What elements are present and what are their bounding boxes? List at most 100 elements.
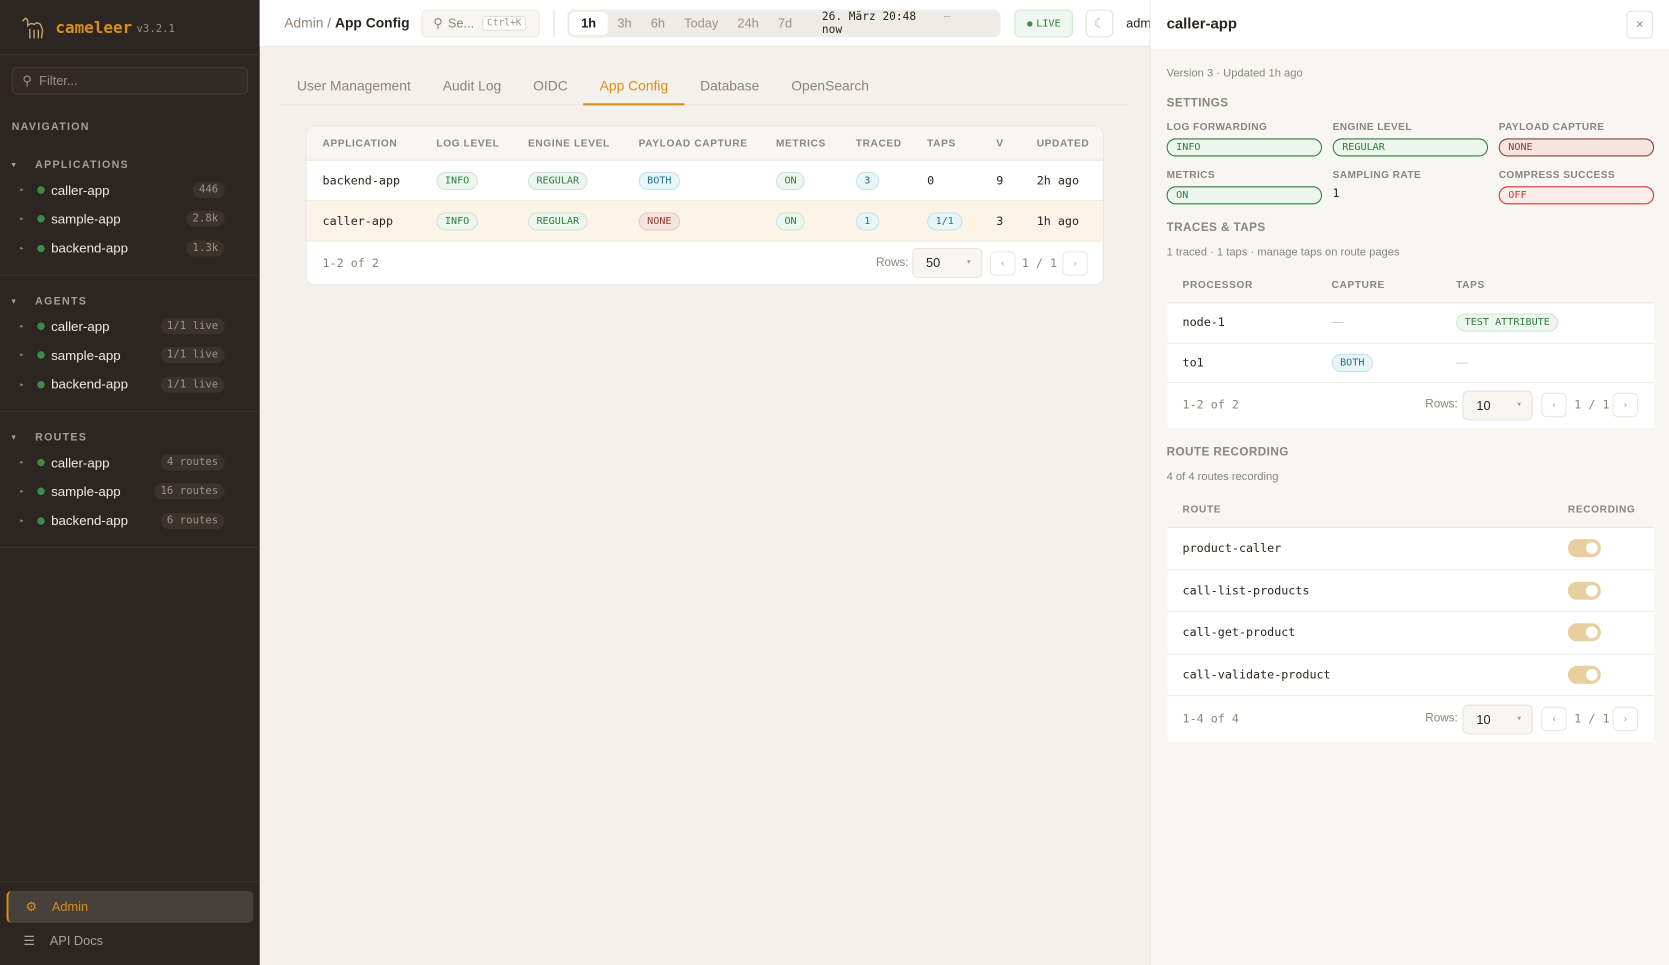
- column-header[interactable]: V: [996, 137, 1004, 150]
- prev-page-button[interactable]: ‹: [1541, 706, 1567, 732]
- rows-per-page-select[interactable]: 10 ▾: [1462, 704, 1533, 735]
- sidebar-item-sample-app[interactable]: ▸ sample-app 1/1 live: [0, 341, 260, 370]
- nav-label: NAVIGATION: [11, 121, 90, 134]
- rows-per-page-select[interactable]: 10 ▾: [1462, 390, 1533, 421]
- recording-toggle[interactable]: [1567, 539, 1601, 558]
- column-header[interactable]: TRACED: [855, 137, 902, 150]
- date-range-picker[interactable]: 26. März 20:48 — now: [808, 11, 1000, 37]
- recording-toggle[interactable]: [1567, 665, 1601, 684]
- date-to: now: [821, 23, 843, 37]
- rows-label: Rows:: [1425, 712, 1458, 725]
- log-forwarding-value[interactable]: INFO: [1166, 138, 1322, 157]
- divider: [0, 881, 260, 883]
- item-badge: 16 routes: [154, 483, 225, 500]
- breadcrumb-admin[interactable]: Admin: [284, 14, 324, 31]
- item-badge: 4 routes: [160, 454, 225, 471]
- sidebar-item-backend-app[interactable]: ▸ backend-app 1.3k: [0, 234, 260, 263]
- section-title: APPLICATIONS: [35, 159, 129, 171]
- caret-right-icon[interactable]: ▸: [20, 518, 24, 525]
- column-header[interactable]: TAPS: [927, 137, 956, 150]
- traces-meta: 1 traced · 1 taps · manage taps on route…: [1166, 245, 1400, 259]
- range-7d[interactable]: 7d: [777, 15, 793, 31]
- rows-value: 10: [1476, 398, 1491, 413]
- column-header[interactable]: UPDATED: [1036, 137, 1090, 150]
- metrics-value[interactable]: ON: [1166, 186, 1322, 205]
- sidebar-item-caller-app[interactable]: ▸ caller-app 1/1 live: [0, 312, 260, 341]
- rows-label: Rows:: [876, 256, 909, 270]
- compress-success-value[interactable]: OFF: [1498, 186, 1655, 205]
- sidebar-item-backend-app[interactable]: ▸ backend-app 6 routes: [0, 506, 260, 535]
- item-label: backend-app: [51, 240, 129, 256]
- user-menu[interactable]: adm: [1126, 15, 1151, 31]
- sidebar-item-sample-app[interactable]: ▸ sample-app 2.8k: [0, 205, 260, 234]
- sidebar-item-caller-app[interactable]: ▸ caller-app 446: [0, 176, 260, 205]
- sidebar-item-backend-app[interactable]: ▸ backend-app 1/1 live: [0, 370, 260, 399]
- item-badge: 1/1 live: [160, 347, 225, 364]
- close-icon[interactable]: ×: [1626, 10, 1654, 39]
- prev-page-button[interactable]: ‹: [1541, 392, 1567, 418]
- theme-toggle-moon-icon[interactable]: ☾: [1085, 9, 1114, 38]
- toggle-knob: [1585, 626, 1598, 639]
- next-page-button[interactable]: ›: [1612, 392, 1639, 418]
- tab-audit-log[interactable]: Audit Log: [442, 77, 502, 94]
- tab-oidc[interactable]: OIDC: [533, 77, 568, 94]
- range-24h[interactable]: 24h: [737, 15, 759, 31]
- range-Today[interactable]: Today: [684, 15, 719, 31]
- cell-updated: 2h ago: [1036, 173, 1080, 188]
- caret-right-icon[interactable]: ▸: [20, 245, 24, 252]
- caret-right-icon[interactable]: ▸: [20, 216, 24, 223]
- caret-right-icon[interactable]: ▸: [20, 381, 24, 389]
- column-header[interactable]: PAYLOAD CAPTURE: [638, 137, 748, 150]
- sidebar-item-api-docs[interactable]: ☰ API Docs: [6, 925, 253, 957]
- recording-toggle[interactable]: [1567, 623, 1601, 642]
- sidebar-filter-input[interactable]: ⚲ Filter...: [11, 67, 249, 95]
- filter-placeholder: Filter...: [39, 73, 78, 89]
- table-row[interactable]: node-1 — TEST ATTRIBUTE: [1167, 303, 1655, 344]
- section-toggle[interactable]: ▾ AGENTS: [0, 291, 260, 312]
- column-header[interactable]: APPLICATION: [322, 137, 398, 150]
- tab-user-management[interactable]: User Management: [296, 77, 411, 94]
- search-button[interactable]: ⚲ Se... Ctrl+K: [421, 9, 540, 38]
- item-label: backend-app: [51, 513, 129, 529]
- sidebar-item-caller-app[interactable]: ▸ caller-app 4 routes: [0, 448, 260, 477]
- tab-opensearch[interactable]: OpenSearch: [791, 77, 869, 94]
- section-toggle[interactable]: ▾ APPLICATIONS: [0, 154, 260, 175]
- recording-toggle[interactable]: [1567, 581, 1601, 600]
- range-3h[interactable]: 3h: [617, 15, 632, 31]
- caret-right-icon[interactable]: ▸: [20, 323, 24, 331]
- range-6h[interactable]: 6h: [650, 15, 665, 31]
- prev-page-button[interactable]: ‹: [989, 251, 1016, 276]
- status-dot-icon: [37, 487, 45, 496]
- live-toggle[interactable]: LIVE: [1014, 9, 1073, 38]
- log-forwarding-label: LOG FORWARDING: [1166, 121, 1268, 134]
- search-icon: ⚲: [22, 73, 32, 89]
- next-page-button[interactable]: ›: [1062, 251, 1088, 276]
- toggle-knob: [1585, 584, 1598, 597]
- tab-database[interactable]: Database: [700, 77, 760, 94]
- caret-right-icon[interactable]: ▸: [20, 187, 24, 194]
- divider: [0, 410, 260, 412]
- table-row[interactable]: backend-app INFO REGULAR BOTH ON 3 0 9 2h ago: [306, 161, 1103, 202]
- rows-per-page-select[interactable]: 50 ▾: [912, 248, 983, 278]
- toggle-knob: [1585, 542, 1598, 555]
- section-toggle[interactable]: ▾ ROUTES: [0, 427, 260, 448]
- cell-taps[interactable]: TEST ATTRIBUTE: [1456, 313, 1559, 332]
- range-1h[interactable]: 1h: [569, 11, 608, 36]
- settings-heading: SETTINGS: [1166, 96, 1229, 110]
- tab-app-config[interactable]: App Config: [583, 70, 685, 106]
- cell-application: backend-app: [322, 173, 401, 188]
- table-row[interactable]: to1 BOTH —: [1167, 343, 1655, 384]
- column-header[interactable]: LOG LEVEL: [436, 137, 500, 150]
- caret-right-icon[interactable]: ▸: [20, 352, 24, 360]
- next-page-button[interactable]: ›: [1612, 706, 1639, 732]
- caret-right-icon[interactable]: ▸: [20, 489, 24, 496]
- payload-capture-value[interactable]: NONE: [1498, 138, 1655, 157]
- column-header[interactable]: METRICS: [775, 137, 826, 150]
- caret-right-icon[interactable]: ▸: [20, 459, 24, 467]
- sidebar-item-admin[interactable]: ⚙ Admin: [6, 890, 254, 923]
- logo[interactable]: cameleer v3.2.1: [0, 0, 260, 56]
- column-header[interactable]: ENGINE LEVEL: [527, 137, 610, 150]
- engine-level-value[interactable]: REGULAR: [1332, 138, 1489, 157]
- sidebar-item-sample-app[interactable]: ▸ sample-app 16 routes: [0, 477, 260, 506]
- table-row[interactable]: caller-app INFO REGULAR NONE ON 1 1/1 3 1h ago: [306, 201, 1103, 242]
